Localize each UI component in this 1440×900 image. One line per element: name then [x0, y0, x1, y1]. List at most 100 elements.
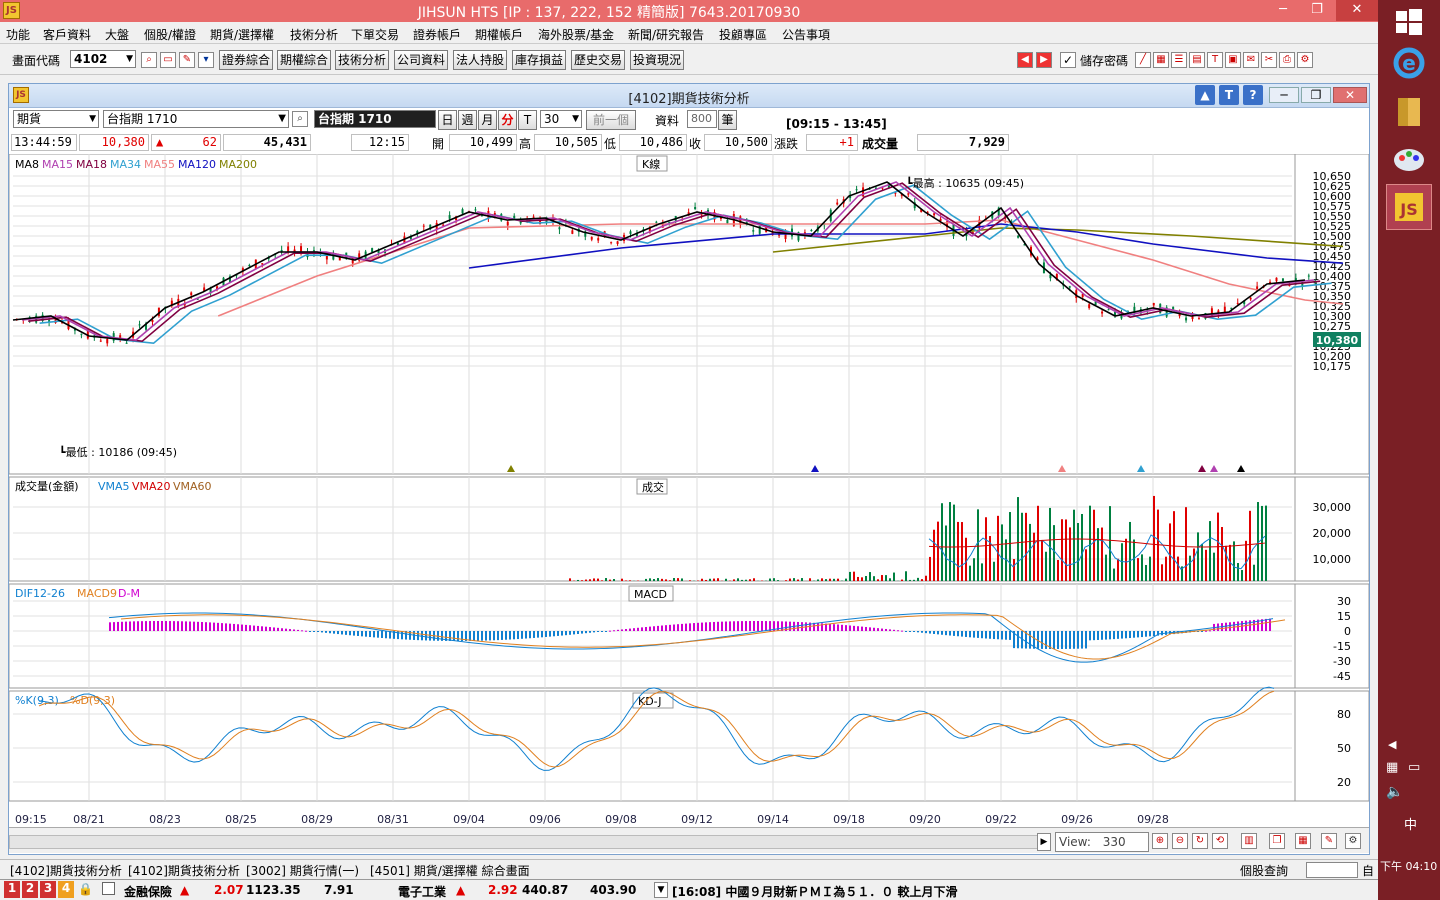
restore-button[interactable]: ❐: [1311, 2, 1323, 17]
reset-icon[interactable]: ⟲: [1212, 833, 1228, 849]
dropdown-icon[interactable]: ▾: [198, 52, 214, 68]
chart-icon[interactable]: ▤: [1189, 52, 1205, 68]
inventory-pnl-button[interactable]: 庫存損益: [512, 50, 566, 70]
tab-4102-b[interactable]: [4102]期貨技術分析: [128, 864, 240, 878]
menu-item-advisor[interactable]: 投顧專區: [719, 28, 768, 42]
draw-icon[interactable]: ✎: [1321, 833, 1337, 849]
chevron-down-icon[interactable]: ▼: [654, 882, 668, 898]
futures-summary-button[interactable]: 期權綜合: [277, 50, 331, 70]
chart-restore-button[interactable]: ❐: [1301, 87, 1331, 103]
search-icon[interactable]: ⌕: [141, 52, 157, 68]
refresh-icon[interactable]: ↻: [1192, 833, 1208, 849]
prev-button[interactable]: 前一個: [586, 110, 636, 130]
view-field[interactable]: View: 330: [1055, 832, 1149, 852]
volume-icon[interactable]: 🔈: [1386, 784, 1404, 800]
jihsun-app-icon[interactable]: JS: [1386, 184, 1432, 230]
quick-slot-3[interactable]: 3: [40, 881, 56, 898]
print-icon[interactable]: ⎙: [1279, 52, 1295, 68]
menu-item-futures-account[interactable]: 期權帳戶: [475, 28, 524, 42]
tab-4501[interactable]: [4501] 期貨/選擇權 綜合畫面: [370, 864, 530, 878]
quick-slot-1[interactable]: 1: [4, 881, 20, 898]
quick-slot-4[interactable]: 4: [58, 881, 74, 898]
system-clock[interactable]: 下午 04:10: [1380, 860, 1438, 873]
zoom-in-icon[interactable]: ⊕: [1152, 833, 1168, 849]
period-month-button[interactable]: 月: [478, 110, 497, 130]
table-icon[interactable]: ☰: [1171, 52, 1187, 68]
calc-icon[interactable]: ▣: [1225, 52, 1241, 68]
menu-item-customer[interactable]: 客戶資料: [43, 28, 92, 42]
product-type-select[interactable]: 期貨 ▼: [13, 110, 99, 128]
tab-4102-a[interactable]: [4102]期貨技術分析: [10, 864, 122, 878]
menu-item-announcements[interactable]: 公告事項: [782, 28, 831, 42]
data-count-input[interactable]: 800: [687, 110, 717, 128]
technical-analysis-button[interactable]: 技術分析: [335, 50, 389, 70]
chart-scrollbar[interactable]: [9, 835, 1049, 849]
text-tool-icon[interactable]: T: [1219, 85, 1239, 105]
pen-icon[interactable]: ╱: [1135, 52, 1151, 68]
zoom-out-icon[interactable]: ⊖: [1172, 833, 1188, 849]
save-password-checkbox[interactable]: ✓: [1060, 52, 1076, 68]
volume-bar: [1149, 556, 1151, 581]
help-icon[interactable]: ?: [1243, 85, 1263, 105]
institutional-holdings-button[interactable]: 法人持股: [453, 50, 507, 70]
close-button[interactable]: ✕: [1336, 0, 1378, 21]
status-checkbox[interactable]: [102, 882, 115, 895]
screen-code-input[interactable]: 4102 ▼: [70, 50, 136, 68]
network-icon[interactable]: ▦: [1386, 760, 1399, 775]
quick-slot-2[interactable]: 2: [22, 881, 38, 898]
paint-icon[interactable]: [1386, 136, 1432, 182]
scroll-right-icon[interactable]: ▶: [1037, 833, 1051, 851]
stock-query-input[interactable]: [1306, 862, 1358, 878]
period-day-button[interactable]: 日: [438, 110, 457, 130]
product-name-select[interactable]: 台指期 1710 ▼: [103, 110, 289, 128]
period-minute-button[interactable]: 分: [498, 110, 517, 130]
menu-item-news[interactable]: 新聞/研究報告: [628, 28, 705, 42]
menu-item-overseas[interactable]: 海外股票/基金: [538, 28, 615, 42]
tab-3002[interactable]: [3002] 期貨行情(一): [246, 864, 360, 878]
internet-explorer-icon[interactable]: e: [1386, 40, 1432, 86]
settings-icon[interactable]: ⚙: [1297, 52, 1313, 68]
menu-item-futures[interactable]: 期貨/選擇權: [210, 28, 275, 42]
ime-indicator[interactable]: 中: [1404, 818, 1418, 833]
chart-area[interactable]: 10,65010,62510,60010,57510,55010,52510,5…: [9, 154, 1369, 884]
edit-icon[interactable]: ✎: [179, 52, 195, 68]
monitor-icon[interactable]: ▭: [1408, 760, 1421, 775]
securities-summary-button[interactable]: 證券綜合: [219, 50, 273, 70]
data-unit-button[interactable]: 筆: [718, 110, 737, 130]
table-view-icon[interactable]: ▦: [1295, 833, 1311, 849]
history-trades-button[interactable]: 歷史交易: [571, 50, 625, 70]
tray-expand-icon[interactable]: ◀: [1388, 738, 1397, 751]
chart-close-button[interactable]: ✕: [1333, 87, 1367, 103]
search-icon[interactable]: ⌕: [292, 111, 308, 127]
grid-icon[interactable]: ▦: [1153, 52, 1169, 68]
indicator-icon[interactable]: ▥: [1241, 833, 1257, 849]
chevron-down-icon[interactable]: ▼: [126, 54, 133, 64]
company-info-button[interactable]: 公司資料: [394, 50, 448, 70]
note-icon[interactable]: ✉: [1243, 52, 1259, 68]
chart-minimize-button[interactable]: ─: [1269, 87, 1299, 103]
forward-arrow-icon[interactable]: ▶: [1036, 52, 1052, 68]
news-ticker[interactable]: [16:08] 中國９月財新ＰＭＩ為５１．０ 較上月下滑: [672, 885, 958, 899]
investment-status-button[interactable]: 投資現況: [630, 50, 684, 70]
file-explorer-icon[interactable]: [1386, 88, 1432, 134]
tools-icon[interactable]: ✂: [1261, 52, 1277, 68]
menu-item-technical[interactable]: 技術分析: [290, 28, 339, 42]
menu-item-stock[interactable]: 個股/權證: [144, 28, 197, 42]
minimize-button[interactable]: ─: [1279, 2, 1287, 17]
interval-select[interactable]: 30 ▼: [540, 110, 582, 128]
copy-icon[interactable]: ❐: [1269, 833, 1285, 849]
window-icon[interactable]: ▭: [160, 52, 176, 68]
menu-item-order[interactable]: 下單交易: [351, 28, 400, 42]
windows-start-icon[interactable]: [1386, 2, 1432, 48]
period-week-button[interactable]: 週: [458, 110, 477, 130]
menu-item-function[interactable]: 功能: [6, 28, 31, 42]
text-icon[interactable]: T: [1207, 52, 1223, 68]
volume-bar: [593, 578, 595, 581]
period-tick-button[interactable]: T: [518, 110, 537, 130]
back-arrow-icon[interactable]: ◀: [1017, 52, 1033, 68]
gear-icon[interactable]: ⚙: [1345, 833, 1361, 849]
lock-icon[interactable]: 🔒: [78, 882, 93, 896]
menu-item-market[interactable]: 大盤: [105, 28, 130, 42]
menu-item-securities-account[interactable]: 證券帳戶: [413, 28, 462, 42]
arrow-up-icon[interactable]: ▲: [1195, 85, 1215, 105]
